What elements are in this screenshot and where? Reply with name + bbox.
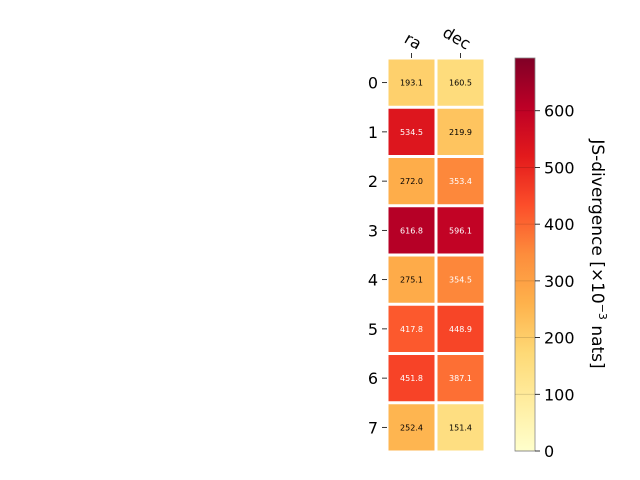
heatmap-cell <box>388 158 435 205</box>
row-tick-labels: 0 1 2 3 4 5 6 7 <box>368 74 387 437</box>
row-tick-label: 3 <box>368 221 378 240</box>
heatmap-cell-label: 252.4 <box>400 423 423 432</box>
heatmap-cell <box>388 305 435 352</box>
row-tick-label: 7 <box>368 418 378 437</box>
heatmap-cell <box>437 59 484 106</box>
colorbar-tick-label: 400 <box>544 215 575 234</box>
heatmap-cell <box>437 305 484 352</box>
column-tick-label: dec <box>440 23 474 54</box>
colorbar-tick-label: 300 <box>544 272 575 291</box>
colorbar-tick-label: 500 <box>544 158 575 177</box>
heatmap-cell-label: 448.9 <box>449 325 472 334</box>
row-tick-label: 2 <box>368 172 378 191</box>
heatmap-cell-label: 272.0 <box>400 177 423 186</box>
heatmap-cell <box>437 108 484 155</box>
colorbar-label-exponent: −3 <box>596 304 609 320</box>
colorbar-tick-label: 100 <box>544 385 575 404</box>
heatmap-cell-label: 596.1 <box>449 226 472 235</box>
column-tick-label: ra <box>401 29 425 54</box>
heatmap-cell <box>437 404 484 451</box>
row-tick-label: 0 <box>368 74 378 93</box>
colorbar-label-unit: nats] <box>587 320 607 369</box>
heatmap-cell <box>388 59 435 106</box>
heatmap-cell-label: 417.8 <box>400 325 423 334</box>
colorbar-tick-label: 600 <box>544 102 575 121</box>
heatmap-cell-label: 219.9 <box>449 128 472 137</box>
colorbar-label-main: JS-divergence [×10 <box>587 138 607 303</box>
heatmap-cell <box>388 355 435 402</box>
heatmap-cell-label: 534.5 <box>400 128 423 137</box>
heatmap-cell-label: 193.1 <box>400 79 423 88</box>
heatmap-cell <box>388 108 435 155</box>
column-tick-labels: ra dec <box>401 23 474 58</box>
heatmap-cell-label: 451.8 <box>400 374 423 383</box>
heatmap-grid: 193.1 160.5 534.5 219.9 272.0 353.4 616.8 596.1… <box>388 59 484 451</box>
heatmap-cell-label: 354.5 <box>449 276 472 285</box>
colorbar <box>514 57 536 452</box>
colorbar-tick-label: 0 <box>544 442 554 461</box>
heatmap-cell <box>437 256 484 303</box>
heatmap-cell <box>437 158 484 205</box>
heatmap-cell-label: 275.1 <box>400 276 423 285</box>
row-tick-label: 1 <box>368 123 378 142</box>
row-tick-label: 4 <box>368 271 378 290</box>
heatmap-cell-label: 387.1 <box>449 374 472 383</box>
colorbar-label: JS-divergence [×10−3 nats] <box>587 138 609 368</box>
heatmap-cell <box>437 355 484 402</box>
row-tick-label: 6 <box>368 369 378 388</box>
heatmap-cell-label: 160.5 <box>449 79 472 88</box>
heatmap-cell <box>388 207 435 254</box>
heatmap-cell <box>388 256 435 303</box>
heatmap-cell-label: 353.4 <box>449 177 472 186</box>
row-tick-label: 5 <box>368 320 378 339</box>
heatmap-cell <box>437 207 484 254</box>
heatmap-cell <box>388 404 435 451</box>
heatmap-cell-label: 151.4 <box>449 423 472 432</box>
colorbar-tick-label: 200 <box>544 329 575 348</box>
colorbar-ticks: 0 100 200 300 400 500 600 <box>515 102 575 461</box>
heatmap-cell-label: 616.8 <box>400 226 423 235</box>
